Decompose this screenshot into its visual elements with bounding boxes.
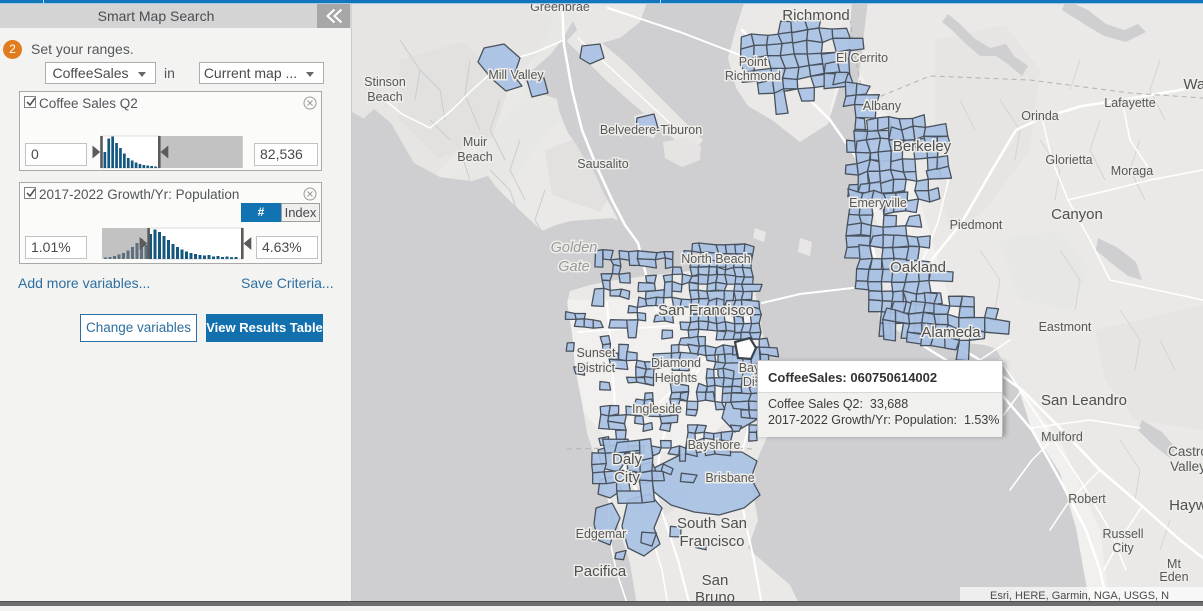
svg-text:Francisco: Francisco [679, 533, 744, 550]
svg-text:Canyon: Canyon [1051, 206, 1103, 223]
svg-text:Piedmont: Piedmont [950, 218, 1003, 232]
svg-text:San: San [702, 572, 729, 589]
svg-text:Albany: Albany [863, 99, 902, 113]
svg-text:San Francisco: San Francisco [658, 302, 754, 319]
svg-text:Richmond: Richmond [725, 69, 781, 83]
svg-text:Emeryville: Emeryville [849, 196, 907, 210]
svg-text:El Cerrito: El Cerrito [836, 51, 888, 65]
svg-text:Beach: Beach [367, 90, 402, 104]
svg-text:Point: Point [739, 55, 768, 69]
svg-text:City: City [614, 469, 640, 486]
svg-text:Castro: Castro [1168, 444, 1203, 459]
svg-text:Lafayette: Lafayette [1104, 96, 1155, 110]
svg-text:City: City [1112, 541, 1134, 555]
svg-text:Sunset: Sunset [577, 346, 616, 360]
svg-text:Brisbane: Brisbane [705, 471, 754, 485]
svg-text:Wal: Wal [1183, 76, 1203, 93]
svg-text:Ingleside: Ingleside [632, 402, 682, 416]
svg-text:District: District [577, 361, 616, 375]
svg-text:Eastmont: Eastmont [1039, 320, 1092, 334]
svg-text:Beach: Beach [457, 150, 492, 164]
svg-text:Russell: Russell [1103, 527, 1144, 541]
svg-text:South San: South San [677, 515, 747, 532]
svg-text:Pacifica: Pacifica [574, 563, 627, 580]
svg-text:Haywa: Haywa [1169, 497, 1203, 514]
svg-text:North Beach: North Beach [681, 252, 751, 266]
svg-text:Eden: Eden [1159, 570, 1188, 584]
svg-text:Gate: Gate [558, 259, 589, 275]
svg-text:Belvedere-Tiburon: Belvedere-Tiburon [600, 123, 702, 137]
svg-text:Glorietta: Glorietta [1045, 153, 1092, 167]
svg-text:Richmond: Richmond [782, 7, 850, 24]
svg-text:Alameda: Alameda [921, 324, 981, 341]
svg-text:Diamond: Diamond [651, 356, 701, 370]
svg-text:Daly: Daly [612, 451, 643, 468]
svg-text:Valley: Valley [1170, 459, 1203, 474]
svg-text:Orinda: Orinda [1021, 109, 1059, 123]
svg-text:Esri, HERE, Garmin, NGA, USGS,: Esri, HERE, Garmin, NGA, USGS, N [990, 590, 1169, 602]
svg-text:Heights: Heights [655, 371, 697, 385]
svg-text:Mulford: Mulford [1041, 430, 1083, 444]
svg-text:Sausalito: Sausalito [577, 157, 628, 171]
svg-text:Mill Valley: Mill Valley [488, 68, 544, 82]
svg-text:Golden: Golden [551, 240, 598, 256]
svg-text:Robert: Robert [1068, 492, 1106, 506]
svg-text:Bayshore: Bayshore [688, 438, 741, 452]
svg-text:Stinson: Stinson [364, 75, 406, 89]
svg-text:Oakland: Oakland [890, 259, 946, 276]
svg-text:Mt: Mt [1167, 557, 1181, 571]
svg-text:Edgemar: Edgemar [576, 527, 627, 541]
svg-text:Moraga: Moraga [1111, 164, 1153, 178]
svg-text:Muir: Muir [463, 135, 487, 149]
svg-text:Berkeley: Berkeley [893, 138, 952, 155]
svg-text:San Leandro: San Leandro [1041, 392, 1127, 409]
